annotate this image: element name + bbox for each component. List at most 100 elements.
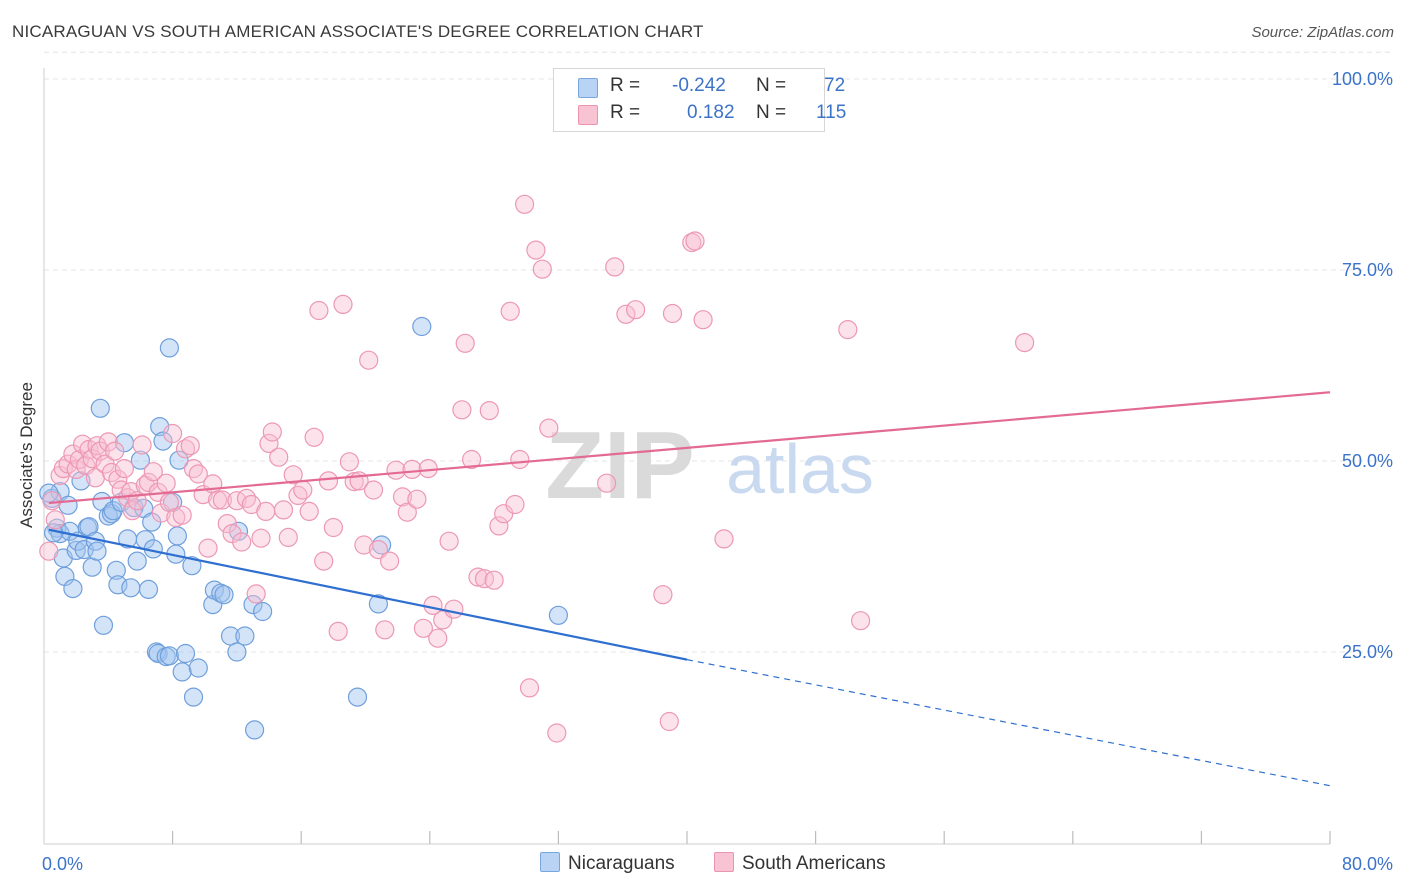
nicaraguan-point — [245, 720, 265, 740]
south-american-point — [714, 529, 734, 549]
nicaraguan-point — [167, 526, 187, 546]
south-american-point — [625, 300, 646, 320]
chart-source: Source: ZipAtlas.com — [1251, 24, 1394, 41]
south-american-point — [616, 304, 636, 324]
south-american-point — [462, 449, 482, 470]
south-american-point — [439, 531, 459, 551]
south-american-point — [314, 551, 334, 571]
watermark-zip: ZIP — [545, 412, 694, 519]
nicaraguan-point — [71, 471, 91, 491]
south-american-point — [163, 423, 183, 444]
south-american-point — [693, 310, 713, 330]
legend-item-south-americans[interactable]: South Americans — [714, 852, 886, 875]
south-american-point — [413, 618, 433, 638]
legend-n-label: N = — [756, 75, 787, 96]
south-american-point — [386, 460, 406, 480]
y-tick-label: 75.0% — [1342, 260, 1393, 280]
south-american-point — [172, 505, 192, 525]
legend-n-label: N = — [756, 102, 787, 123]
nicaraguan-point — [243, 594, 263, 615]
nicaraguan-point — [87, 541, 107, 561]
legend-label: Nicaraguans — [568, 853, 675, 874]
south-american-point — [273, 500, 294, 520]
south-american-point — [407, 489, 427, 509]
south-american-point — [662, 303, 683, 324]
nicaraguan-point — [127, 551, 147, 571]
nicaraguan-point — [153, 431, 173, 451]
south-american-point — [114, 459, 135, 479]
south-american-point — [339, 452, 359, 472]
legend-item-nicaraguans[interactable]: Nicaraguans — [540, 852, 675, 875]
nicaraguan-point — [368, 594, 388, 614]
nicaraguan-trend-line — [48, 528, 688, 661]
south-american-point — [468, 567, 488, 587]
south-american-point — [42, 491, 62, 511]
nicaraguan-point — [93, 615, 114, 635]
south-american-point — [685, 231, 705, 251]
south-american-point — [444, 599, 464, 619]
legend-swatch-south-americans — [578, 105, 598, 125]
south-american-point — [251, 528, 271, 548]
south-american-point — [547, 723, 567, 743]
legend-r-label: R = — [610, 75, 641, 96]
legend-n-value: 115 — [816, 102, 847, 123]
south-american-point — [188, 464, 208, 484]
south-american-point — [653, 585, 673, 605]
legend-swatch-nicaraguans — [540, 852, 560, 872]
south-american-point — [659, 711, 679, 732]
south-american-point — [596, 473, 617, 493]
south-american-point — [539, 418, 559, 438]
south-american-point — [269, 447, 289, 467]
nicaraguan-point — [175, 643, 196, 664]
legend-r-label: R = — [610, 102, 641, 123]
south-american-point — [484, 570, 504, 590]
nicaraguan-trend-line-extrapolated — [686, 659, 1331, 787]
south-american-point — [397, 502, 417, 522]
south-american-point — [262, 422, 282, 442]
south-american-point — [328, 621, 348, 642]
legend-r-value: 0.182 — [687, 102, 735, 123]
south-american-point — [72, 434, 93, 454]
legend-n-value: 72 — [824, 75, 846, 96]
south-american-point — [428, 628, 448, 648]
south-american-point — [87, 436, 107, 456]
nicaraguan-point — [58, 495, 78, 515]
legend-label: South Americans — [742, 853, 886, 874]
south-american-point — [180, 436, 200, 456]
south-american-point — [375, 620, 395, 640]
south-american-point — [323, 517, 343, 538]
south-american-point — [232, 532, 252, 552]
axes — [43, 68, 1331, 845]
x-tick-label: 80.0% — [1342, 854, 1393, 874]
south-american-point — [489, 516, 509, 536]
nicaraguan-point — [548, 605, 569, 625]
south-american-point — [452, 400, 472, 420]
south-american-point — [333, 294, 353, 314]
south-american-point — [479, 401, 499, 421]
nicaraguan-point — [182, 556, 202, 576]
south-american-point — [256, 501, 276, 521]
nicaraguan-point — [121, 578, 141, 598]
nicaraguan-point — [172, 662, 192, 682]
nicaraguan-point — [253, 601, 273, 622]
x-tick-labels: 0.0% 80.0% — [42, 854, 1393, 874]
south-american-point — [359, 350, 379, 370]
south-american-point — [293, 480, 313, 500]
data-points — [39, 194, 1035, 743]
nicaraguan-point — [227, 642, 247, 662]
south-american-point — [318, 471, 339, 491]
south-american-point — [380, 551, 400, 571]
south-american-point — [208, 490, 228, 510]
south-american-point — [45, 510, 65, 530]
stats-legend: R = -0.242 N = 72 R = 0.182 N = 115 — [553, 68, 846, 132]
south-american-point — [278, 527, 298, 548]
south-american-point — [514, 194, 535, 214]
south-american-point — [510, 449, 530, 470]
y-axis-label: Associate's Degree — [17, 382, 36, 528]
legend-swatch-nicaraguans — [578, 78, 598, 98]
nicaraguan-point — [347, 687, 368, 707]
south-american-point — [392, 487, 413, 507]
south-american-point — [299, 501, 319, 521]
y-tick-label: 50.0% — [1342, 451, 1393, 471]
